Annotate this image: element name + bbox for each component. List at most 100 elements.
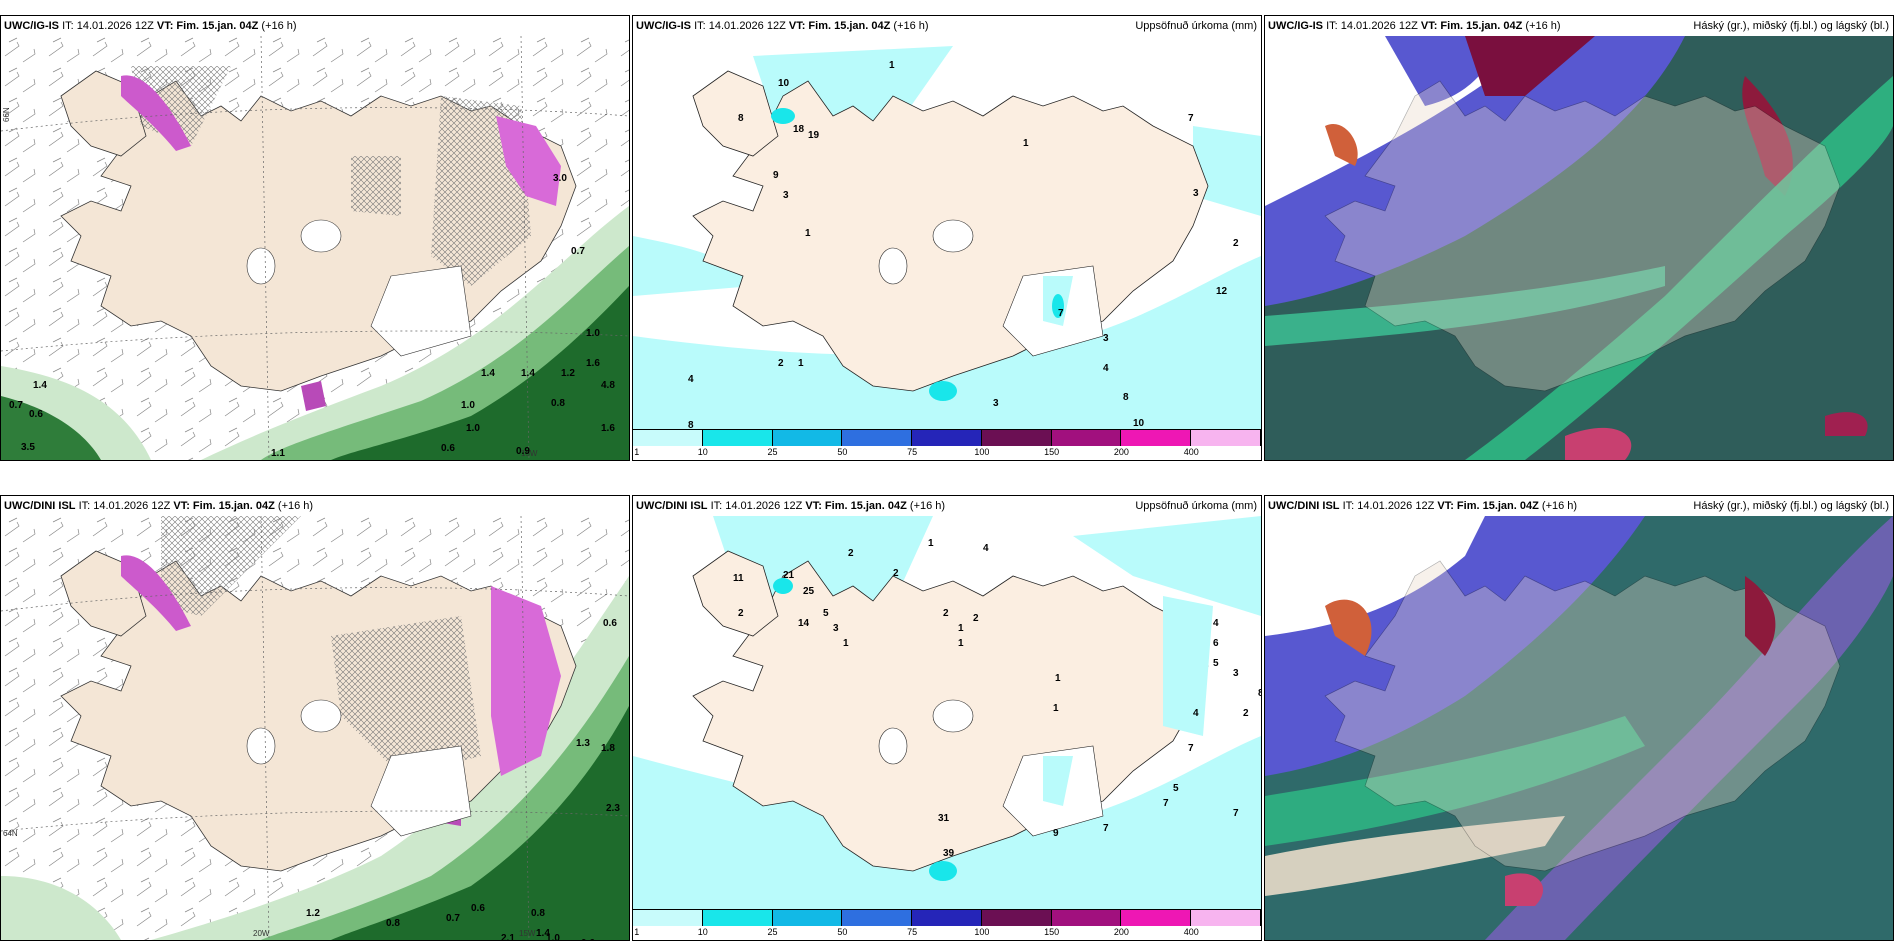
value-label: 3 <box>1103 333 1109 344</box>
model-name: UWC/IG-IS <box>4 20 59 32</box>
model-name: UWC/DINI ISL <box>636 500 708 512</box>
value-label: 1 <box>805 228 811 239</box>
map-accumulated-precip[interactable]: 2142212511214531212111645342758779731392 <box>633 516 1261 910</box>
colorbar-swatch <box>842 910 913 926</box>
colorbar-label: 75 <box>907 927 918 937</box>
value-label: 1.4 <box>521 368 535 379</box>
panel-header: UWC/IG-IS IT: 14.01.2026 12Z VT: Fim. 15… <box>1 16 629 36</box>
valid-time: VT: Fim. 15.jan. 04Z <box>1420 20 1523 32</box>
value-label: 3.0 <box>553 173 567 184</box>
value-label: 2 <box>738 608 744 619</box>
value-label: 2 <box>778 358 784 369</box>
value-label: 10 <box>778 78 790 89</box>
value-label: 4 <box>1193 708 1199 719</box>
colorbar-label: 25 <box>767 447 778 457</box>
model-name: UWC/IG-IS <box>636 20 691 32</box>
value-label: 7 <box>1058 308 1064 319</box>
value-label: 1.1 <box>271 448 285 459</box>
map-accumulated-precip[interactable]: 11081819913214873481011581721233 <box>633 36 1261 430</box>
value-label: 2 <box>893 568 899 579</box>
value-label: 4 <box>688 374 694 385</box>
value-label: 12 <box>1216 286 1228 297</box>
valid-time: VT: Fim. 15.jan. 04Z <box>1437 500 1539 512</box>
value-label: 8 <box>1123 392 1129 403</box>
value-label: 1.0 <box>546 933 560 940</box>
colorbar-precip: 1 10 25 50 75 100 150 200 400 <box>633 429 1261 460</box>
panel-dini-clouds: UWC/DINI ISL IT: 14.01.2026 12Z VT: Fim.… <box>1264 495 1894 941</box>
value-label: 1.0 <box>461 400 475 411</box>
lead-time: (+16 h) <box>909 500 946 512</box>
panel-ig-is-wind: UWC/IG-IS IT: 14.01.2026 12Z VT: Fim. 15… <box>0 15 630 461</box>
value-label: 1 <box>1023 138 1029 149</box>
colorbar-label: 400 <box>1183 447 1199 457</box>
colorbar-label: 1 <box>634 927 640 937</box>
value-label: 10 <box>1133 418 1145 429</box>
value-label: 0.8 <box>386 918 400 929</box>
colorbar-label: 10 <box>697 447 708 457</box>
value-label: 0.7 <box>9 400 23 411</box>
colorbar-label: 1 <box>634 447 640 457</box>
map-clouds[interactable] <box>1265 516 1893 940</box>
lead-time: (+16 h) <box>1541 500 1578 512</box>
value-label: 8 <box>688 420 694 430</box>
map-clouds[interactable] <box>1265 36 1893 460</box>
colorbar-swatch <box>842 430 913 446</box>
gridlabel-15w: 15W <box>521 449 538 458</box>
value-label: 2.1 <box>501 933 515 940</box>
colorbar-label: 150 <box>1044 927 1060 937</box>
p1-value-labels: 1.4 0.7 0.6 3.5 1.1 1.0 1.0 0.6 0.9 0.8 1.4 1.2 1.6 1… <box>9 173 615 459</box>
colorbar-label: 400 <box>1183 927 1199 937</box>
value-label: 1 <box>928 538 934 549</box>
colorbar-swatch <box>1191 430 1261 446</box>
map-wind-precip[interactable]: 20W 15W 64N 0.6 2.3 1.8 1.3 0.8 0.7 0.6 0.8 1.4 2… <box>1 516 629 940</box>
colorbar-label: 150 <box>1044 447 1060 457</box>
map-wind-precip[interactable]: 66N 15W 1.4 0.7 0.6 3.5 1.1 1.0 1.0 0.6 0.9 0.8 1.… <box>1 36 629 460</box>
colorbar-label: 75 <box>907 447 918 457</box>
value-label: 9 <box>1053 828 1059 839</box>
value-label: 1 <box>1053 703 1059 714</box>
value-label: 1.0 <box>466 423 480 434</box>
colorbar-swatch <box>702 430 773 446</box>
value-label: 0.6 <box>581 938 595 940</box>
value-label: 0.6 <box>603 618 617 629</box>
value-label: 2 <box>1243 708 1249 719</box>
valid-time: VT: Fim. 15.jan. 04Z <box>156 20 259 32</box>
colorbar-swatch <box>981 430 1052 446</box>
init-time: IT: 14.01.2026 12Z <box>694 20 786 32</box>
value-label: 3 <box>993 398 999 409</box>
value-label: 39 <box>943 848 955 859</box>
field-title: Uppsöfnuð úrkoma (mm) <box>1135 20 1257 32</box>
init-time: IT: 14.01.2026 12Z <box>78 500 171 512</box>
value-label: 1 <box>958 638 964 649</box>
init-time: IT: 14.01.2026 12Z <box>1342 500 1435 512</box>
value-label: 7 <box>1163 798 1169 809</box>
value-label: 1 <box>1055 673 1061 684</box>
gridlabel-20w: 20W <box>253 929 270 938</box>
colorbar-swatch <box>912 430 982 446</box>
value-label: 1.6 <box>601 423 615 434</box>
init-time: IT: 14.01.2026 12Z <box>1326 20 1418 32</box>
panel-header: UWC/IG-IS IT: 14.01.2026 12Z VT: Fim. 15… <box>1265 16 1893 36</box>
value-label: 9 <box>773 170 779 181</box>
panel-header: UWC/IG-IS IT: 14.01.2026 12Z VT: Fim. 15… <box>633 16 1261 36</box>
colorbar-swatch <box>1051 910 1122 926</box>
value-label: 7 <box>1188 743 1194 754</box>
field-title: Háský (gr.), miðský (fj.bl.) og lágský (… <box>1693 20 1889 32</box>
value-label: 2 <box>943 608 949 619</box>
value-label: 1.3 <box>576 738 590 749</box>
colorbar-swatch <box>772 910 843 926</box>
value-label: 4 <box>983 543 989 554</box>
panel-ig-is-precip: UWC/IG-IS IT: 14.01.2026 12Z VT: Fim. 15… <box>632 15 1262 461</box>
colorbar-swatch <box>1121 430 1192 446</box>
value-label: 1.2 <box>306 908 320 919</box>
value-label: 8 <box>1258 688 1261 699</box>
value-label: 1 <box>798 358 804 369</box>
value-label: 0.7 <box>446 913 460 924</box>
colorbar-label: 100 <box>974 447 990 457</box>
value-label: 3 <box>1193 188 1199 199</box>
panel-dini-precip: UWC/DINI ISL IT: 14.01.2026 12Z VT: Fim.… <box>632 495 1262 941</box>
value-label: 0.8 <box>531 908 545 919</box>
colorbar-label: 10 <box>697 927 708 937</box>
value-label: 31 <box>938 813 950 824</box>
value-label: 4 <box>1213 618 1219 629</box>
